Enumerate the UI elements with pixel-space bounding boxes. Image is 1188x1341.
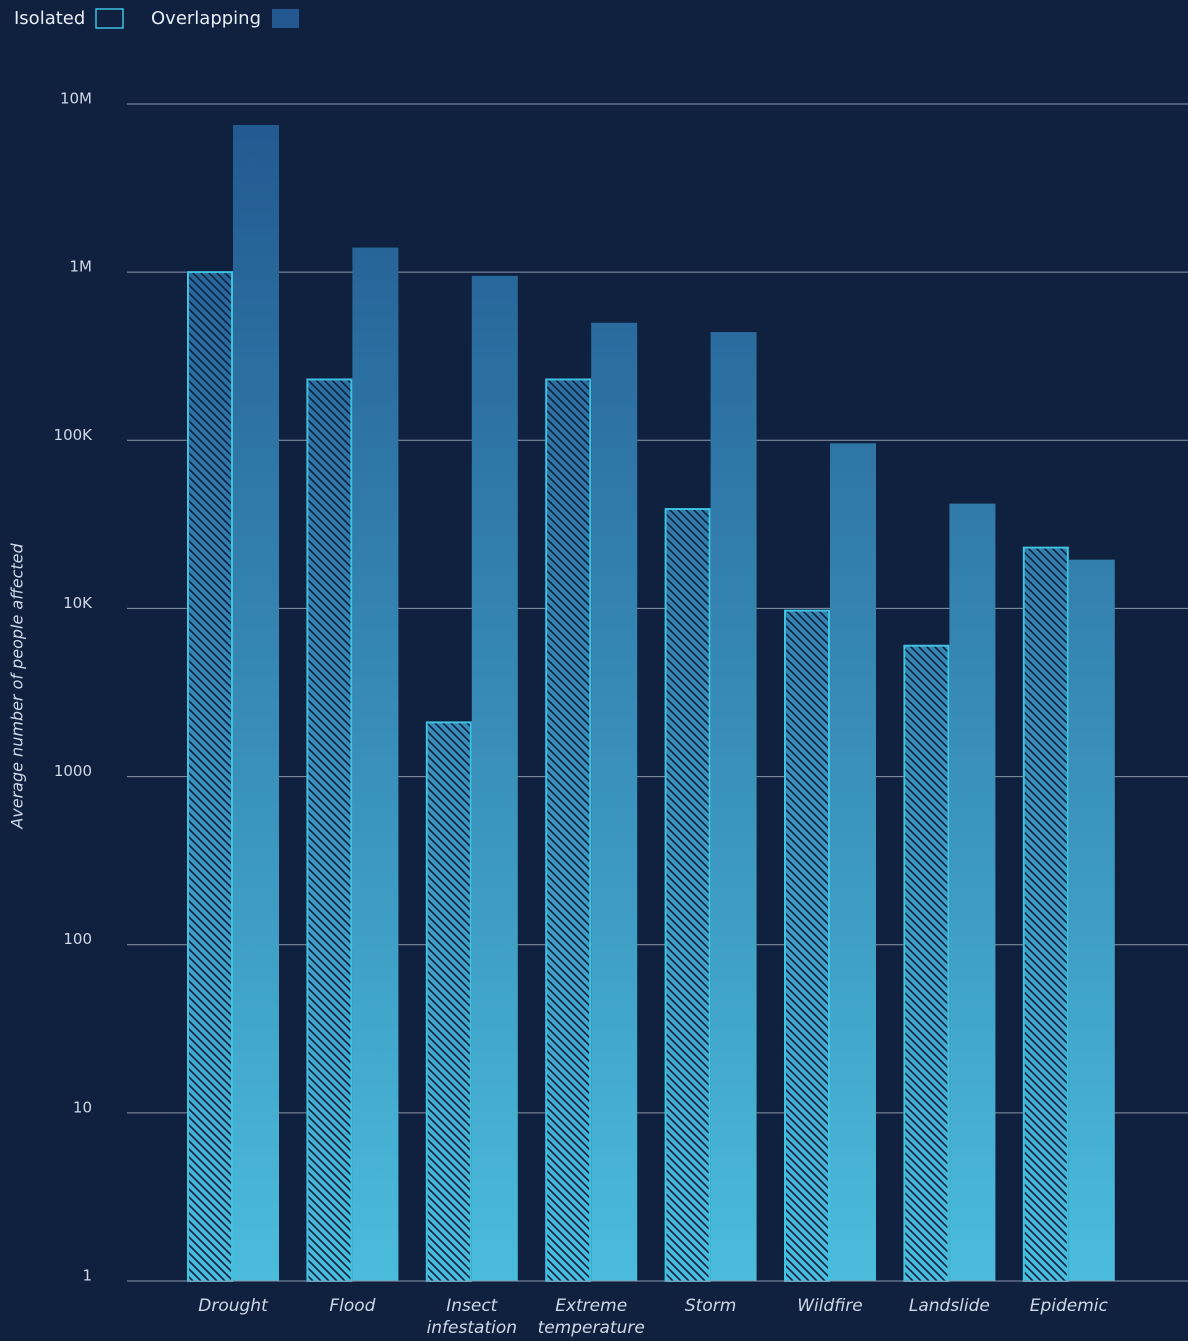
y-tick-label: 100 [63, 930, 92, 948]
bar-hatch [308, 380, 351, 1282]
bar-hatch [905, 646, 948, 1281]
x-tick-label: Flood [329, 1296, 376, 1316]
y-tick-label: 10K [63, 594, 93, 612]
bar-hatch [189, 273, 231, 1282]
x-tick-label: Insect infestation [426, 1296, 518, 1338]
y-tick-label: 1M [70, 258, 93, 276]
y-axis-label: Average number of people affected [8, 542, 27, 829]
x-tick-label: Wildfire [797, 1296, 863, 1316]
legend-label: Isolated [14, 8, 86, 29]
bar-hatch [666, 510, 709, 1281]
legend-label: Overlapping [151, 8, 262, 29]
bar [949, 503, 996, 1281]
y-tick-label: 100K [54, 426, 94, 444]
bar [830, 443, 876, 1281]
x-tick-label: Epidemic [1029, 1296, 1108, 1316]
bar [591, 322, 638, 1281]
y-tick-label: 1 [82, 1267, 92, 1285]
bar [1068, 559, 1115, 1281]
bar-hatch [786, 611, 828, 1281]
bar-hatch [547, 380, 590, 1282]
bar [233, 125, 279, 1281]
bar-hatch [427, 723, 470, 1281]
bar [710, 332, 757, 1281]
x-tick-label: Landslide [908, 1296, 990, 1316]
bar [471, 275, 518, 1281]
x-tick-label: Storm [684, 1296, 737, 1316]
y-tick-label: 10M [60, 90, 92, 108]
bar-hatch [1024, 548, 1067, 1281]
y-tick-label: 10 [73, 1098, 92, 1116]
y-tick-label: 1000 [54, 762, 92, 780]
bar [352, 247, 399, 1281]
x-tick-label: Extreme temperature [537, 1296, 645, 1338]
x-tick-label: Drought [198, 1296, 268, 1316]
